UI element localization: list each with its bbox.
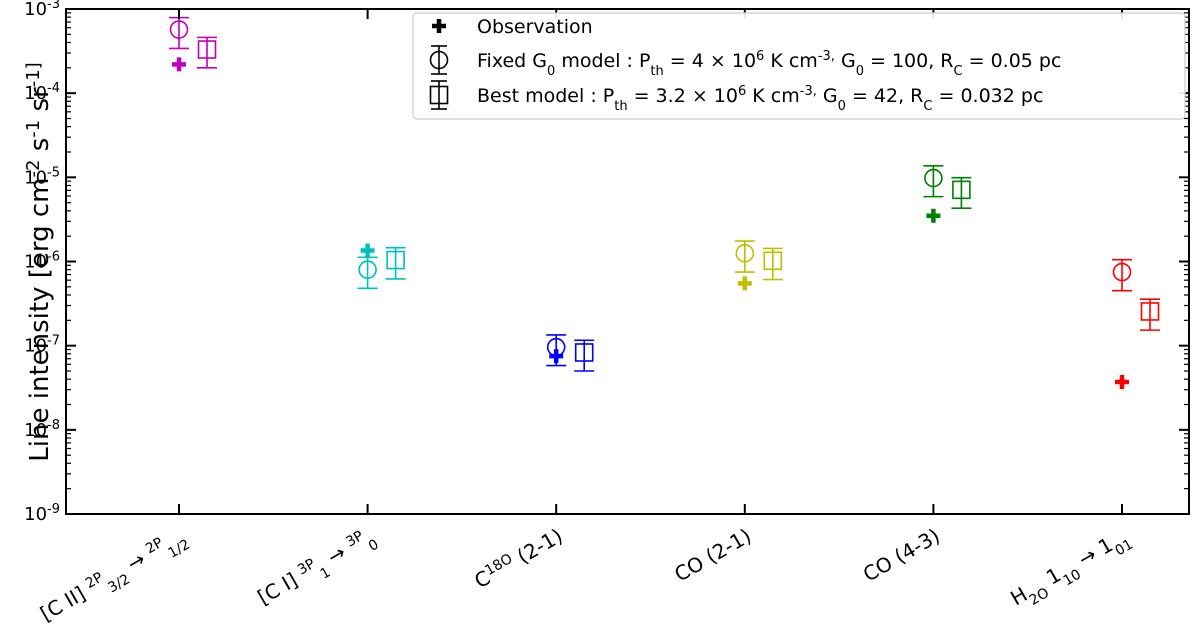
observation-point (172, 57, 186, 72)
y-tick-label: 10-7​ (24, 334, 60, 357)
x-tick-label: [C II] 2P​3/2​ → 2P​1/2​ (36, 524, 193, 633)
category-group (546, 334, 595, 372)
data-marks (169, 16, 1160, 390)
y-tick-label: 10-8​ (24, 418, 60, 441)
y-axis-label: Line intensity [erg cm-2​ s-1​ sr-1]​ (23, 62, 55, 461)
observation-point (360, 243, 375, 258)
fixed-model-point (169, 20, 189, 39)
best-model-point (763, 251, 783, 271)
observation-point (926, 208, 941, 223)
legend-label: Observation (477, 16, 593, 38)
y-tick-label: 10-3​ (24, 0, 60, 20)
best-model-point (952, 180, 971, 200)
legend-best-model-marker (429, 85, 449, 105)
best-model-point (1140, 302, 1160, 321)
best-model-point (386, 250, 405, 270)
best-model-point (574, 343, 594, 362)
category-group (1112, 258, 1160, 390)
legend-label: Fixed G0​ model : Pth​ = 4 × 106​ K cm-3… (477, 49, 1061, 79)
observation-point (549, 349, 564, 364)
category-group (169, 16, 217, 72)
y-tick-label: 10-9​ (24, 502, 60, 525)
observation-point (1115, 375, 1129, 390)
fixed-model-point (735, 244, 755, 263)
category-group (923, 165, 972, 223)
x-tick-label: H2O​ 110​ → 101​ (1006, 524, 1136, 617)
fixed-model-point (924, 168, 943, 188)
legend-fixed-model-marker (429, 50, 449, 70)
y-tick-label: 10-6​ (24, 250, 60, 273)
legend: Observation Fixed G0​ model : Pth​ = 4 × … (412, 12, 1186, 120)
y-tick-label: 10-4​ (24, 81, 60, 104)
legend-box (412, 12, 1186, 120)
fixed-model-point (358, 260, 377, 279)
category-group (734, 240, 783, 291)
best-model-point (197, 40, 217, 59)
x-tick-label: C18O​ (2-1) (470, 524, 566, 594)
fixed-model-point (1112, 262, 1132, 282)
legend-observation-marker (432, 19, 446, 33)
x-tick-label: [C I] 3P​1​ → 3P​0​ (253, 524, 381, 616)
category-group (357, 243, 406, 290)
x-tick-label: CO (2-1) (670, 524, 755, 587)
legend-label: Best model : Pth​ = 3.2 × 106​ K cm-3,​ … (477, 84, 1043, 114)
x-tick-label: CO (4-3) (859, 524, 944, 587)
observation-point (737, 276, 752, 291)
y-tick-label: 10-5​ (24, 165, 60, 188)
